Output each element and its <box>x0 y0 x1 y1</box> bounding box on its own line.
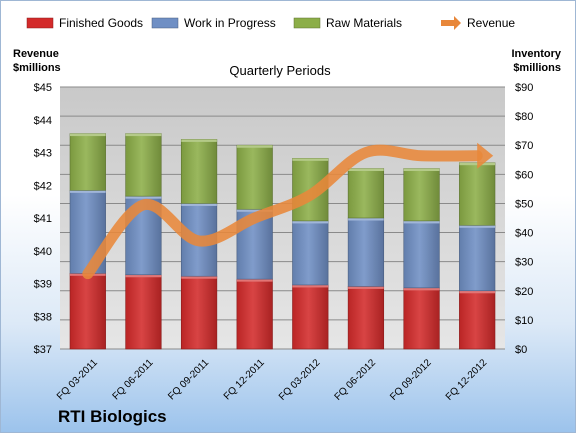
category-label: FQ 03-2012 <box>277 357 323 403</box>
bar-top-highlight <box>70 133 106 137</box>
bar-top-highlight <box>403 287 440 291</box>
bar-raw-materials <box>180 139 218 204</box>
left-tick-label: $41 <box>34 213 52 225</box>
bar-raw-materials <box>125 133 162 197</box>
bar-finished-goods <box>459 290 496 350</box>
chart-title: Quarterly Periods <box>229 63 331 78</box>
bar-work-in-progress <box>292 220 329 286</box>
right-tick-label: $50 <box>515 198 533 210</box>
bar-raw-materials <box>459 162 496 226</box>
bar-top-highlight <box>348 218 384 221</box>
legend-label: Work in Progress <box>184 16 276 30</box>
right-axis-label-line1: Inventory <box>511 48 561 60</box>
right-tick-label: $90 <box>515 82 533 94</box>
left-axis-label-line1: Revenue <box>13 48 59 60</box>
bar-work-in-progress <box>459 224 496 292</box>
legend-swatch <box>293 17 321 29</box>
bar-finished-goods <box>347 286 385 350</box>
company-name: RTI Biologics <box>58 407 167 426</box>
bar-top-highlight <box>459 290 495 294</box>
bar-top-highlight <box>403 168 440 172</box>
left-tick-label: $43 <box>34 148 52 160</box>
left-tick-label: $45 <box>34 82 52 94</box>
left-tick-label: $38 <box>34 311 52 323</box>
legend-swatch <box>151 17 179 29</box>
bar-top-highlight <box>70 190 106 193</box>
bar-raw-materials <box>347 168 385 219</box>
bar-finished-goods <box>180 275 218 350</box>
right-tick-label: $40 <box>515 228 533 240</box>
right-tick-label: $20 <box>515 286 533 298</box>
category-label: FQ 06-2012 <box>333 357 379 403</box>
bar-top-highlight <box>459 225 495 228</box>
category-label: FQ 03-2011 <box>55 357 100 402</box>
bar-top-highlight <box>125 196 162 199</box>
bar-finished-goods <box>403 287 440 350</box>
bar-top-highlight <box>236 209 273 212</box>
right-tick-label: $70 <box>515 140 533 152</box>
left-axis-label-line2: $millions <box>13 62 61 74</box>
bar-finished-goods <box>292 284 329 350</box>
category-label: FQ 12-2011 <box>222 357 267 402</box>
bar-top-highlight <box>181 139 217 142</box>
bar-top-highlight <box>348 286 384 289</box>
legend-label: Finished Goods <box>59 16 143 30</box>
category-label: FQ 09-2011 <box>166 357 211 402</box>
right-axis-label-line2: $millions <box>513 62 561 74</box>
legend-swatch-revenue <box>441 16 461 30</box>
bar-top-highlight <box>236 279 273 282</box>
right-tick-label: $10 <box>515 315 533 327</box>
left-tick-label: $44 <box>34 115 52 127</box>
bar-top-highlight <box>403 220 440 224</box>
category-label: FQ 09-2012 <box>388 357 434 403</box>
bar-top-highlight <box>125 274 162 278</box>
bar-top-highlight <box>181 276 217 279</box>
bar-top-highlight <box>348 168 384 172</box>
left-tick-label: $40 <box>34 246 52 258</box>
bar-finished-goods <box>236 278 273 350</box>
bar-raw-materials <box>403 168 440 222</box>
left-tick-label: $42 <box>34 180 52 192</box>
bar-top-highlight <box>292 220 329 224</box>
bar-work-in-progress <box>403 220 440 289</box>
category-label: FQ 06-2011 <box>111 357 156 402</box>
legend-label: Raw Materials <box>326 16 402 30</box>
bar-finished-goods <box>125 274 162 350</box>
legend-swatch <box>26 17 54 29</box>
revenue-arrowhead <box>477 142 494 169</box>
legend: Finished Goods Work in Progress Raw Materi… <box>26 16 515 30</box>
left-tick-label: $37 <box>34 344 52 356</box>
left-tick-label: $39 <box>34 279 52 291</box>
right-tick-label: $30 <box>515 257 533 269</box>
bar-finished-goods <box>69 273 106 350</box>
bar-top-highlight <box>236 145 273 148</box>
bar-work-in-progress <box>347 217 385 287</box>
bar-raw-materials <box>69 133 106 191</box>
revenue-line <box>82 144 483 280</box>
category-label: FQ 12-2012 <box>444 357 490 403</box>
bar-top-highlight <box>292 158 329 161</box>
bar-top-highlight <box>292 284 329 288</box>
plot-area: $0 $10 $20 $30 $40 $50 $60 $70 $80 $90 $37 $38 $39 $4… <box>34 82 534 403</box>
bar-top-highlight <box>125 133 162 137</box>
right-tick-label: $60 <box>515 169 533 181</box>
bar-raw-materials <box>236 144 273 210</box>
right-tick-label: $0 <box>515 344 527 356</box>
bar-top-highlight <box>181 203 217 206</box>
legend-label: Revenue <box>467 16 515 30</box>
right-tick-label: $80 <box>515 111 533 123</box>
